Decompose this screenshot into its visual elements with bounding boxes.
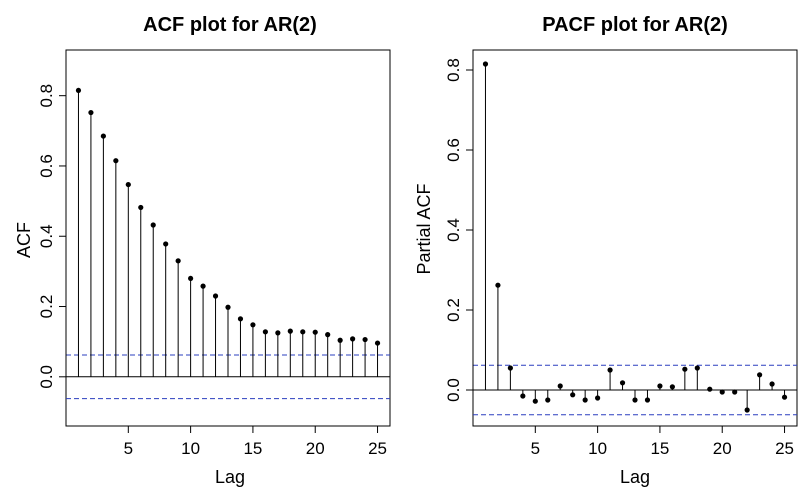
pacf-point-lag-22 [744,407,750,413]
acf-x-tick-label: 5 [124,439,133,458]
acf-y-tick-label: 0.8 [37,84,56,108]
pacf-marks [473,61,797,416]
acf-point-lag-7 [150,222,156,228]
pacf-point-lag-6 [545,397,551,403]
pacf-x-tick-label: 20 [713,439,732,458]
acf-y-tick-label: 0.0 [37,365,56,389]
pacf-plot-frame [472,49,798,427]
acf-point-lag-8 [163,241,169,247]
acf-y-tick-label: 0.2 [37,295,56,319]
pacf-point-lag-24 [769,381,775,387]
acf-point-lag-10 [188,275,194,282]
acf-point-lag-16 [262,329,268,335]
pacf-point-lag-5 [532,398,538,404]
pacf-y-axis: 0.0 0.2 0.4 0.6 0.8 [444,58,474,402]
acf-y-tick-label: 0.4 [37,224,56,248]
acf-x-tick-label: 20 [306,439,325,458]
acf-point-lag-3 [100,133,106,139]
acf-point-lag-4 [113,158,119,164]
acf-point-lag-18 [287,328,293,334]
acf-point-lag-24 [362,336,368,343]
pacf-point-lag-7 [557,383,563,389]
acf-point-lag-21 [325,332,331,338]
acf-y-axis-label: ACF [14,222,34,258]
acf-point-lag-22 [337,337,343,343]
acf-y-axis: 0.0 0.2 0.4 0.6 0.8 [37,84,67,389]
pacf-point-lag-21 [732,389,738,395]
pacf-point-lag-12 [619,380,626,386]
acf-x-axis: 5 10 15 20 25 [124,425,387,458]
acf-point-lag-20 [312,329,318,335]
acf-point-lag-1 [75,87,82,94]
pacf-title: PACF plot for AR(2) [542,14,728,36]
pacf-point-lag-14 [644,397,651,403]
acf-point-lag-5 [125,181,131,188]
pacf-point-lag-1 [482,61,489,67]
acf-point-lag-14 [237,316,244,322]
pacf-point-lag-11 [607,367,613,373]
acf-point-lag-11 [200,283,206,289]
pacf-point-lag-13 [632,397,638,403]
acf-point-lag-23 [350,336,356,342]
pacf-point-lag-9 [582,397,588,403]
pacf-point-lag-18 [694,365,700,371]
pacf-point-lag-19 [707,386,713,392]
pacf-x-tick-label: 25 [775,439,794,458]
pacf-x-axis: 5 10 15 20 25 [531,425,794,458]
acf-point-lag-12 [212,293,219,299]
acf-panel: ACF plot for AR(2) 5 10 15 20 25 0.00.20.40.… [14,14,391,487]
acf-y-tick-label: 0.6 [37,154,56,178]
acf-point-lag-2 [88,109,94,116]
pacf-y-tick-label: 0.4 [444,218,463,242]
pacf-x-tick-label: 15 [650,439,669,458]
pacf-point-lag-17 [682,366,688,372]
pacf-point-lag-25 [781,394,788,400]
acf-point-lag-6 [138,204,144,211]
acf-x-axis-label: Lag [215,467,245,487]
pacf-point-lag-8 [570,392,576,398]
pacf-y-tick-label: 0.2 [444,298,463,322]
acf-x-tick-label: 10 [181,439,200,458]
acf-x-tick-label: 15 [243,439,262,458]
pacf-x-axis-label: Lag [620,467,650,487]
pacf-x-tick-label: 5 [531,439,540,458]
pacf-y-tick-label: 0.6 [444,138,463,162]
pacf-point-lag-16 [669,384,675,390]
acf-point-lag-25 [374,340,381,346]
acf-point-lag-13 [225,304,231,310]
pacf-point-lag-20 [719,389,725,395]
pacf-y-axis-label: Partial ACF [414,183,434,274]
pacf-point-lag-23 [757,372,763,378]
acf-title: ACF plot for AR(2) [143,14,317,36]
pacf-y-tick-label: 0.8 [444,58,463,82]
pacf-y-tick-label: 0.0 [444,378,463,402]
acf-point-lag-9 [175,258,181,264]
acf-point-lag-15 [250,322,256,328]
pacf-panel: PACF plot for AR(2) 5 10 15 20 25 0.00.20.40… [414,14,798,487]
acf-point-lag-17 [275,330,281,336]
pacf-point-lag-15 [657,383,663,389]
pacf-point-lag-4 [520,393,526,399]
acf-point-lag-19 [300,329,306,335]
pacf-point-lag-10 [595,395,601,401]
acf-x-tick-label: 25 [368,439,387,458]
pacf-point-lag-2 [495,282,501,288]
acf-marks [66,87,390,400]
pacf-point-lag-3 [507,365,513,371]
pacf-x-tick-label: 10 [588,439,607,458]
